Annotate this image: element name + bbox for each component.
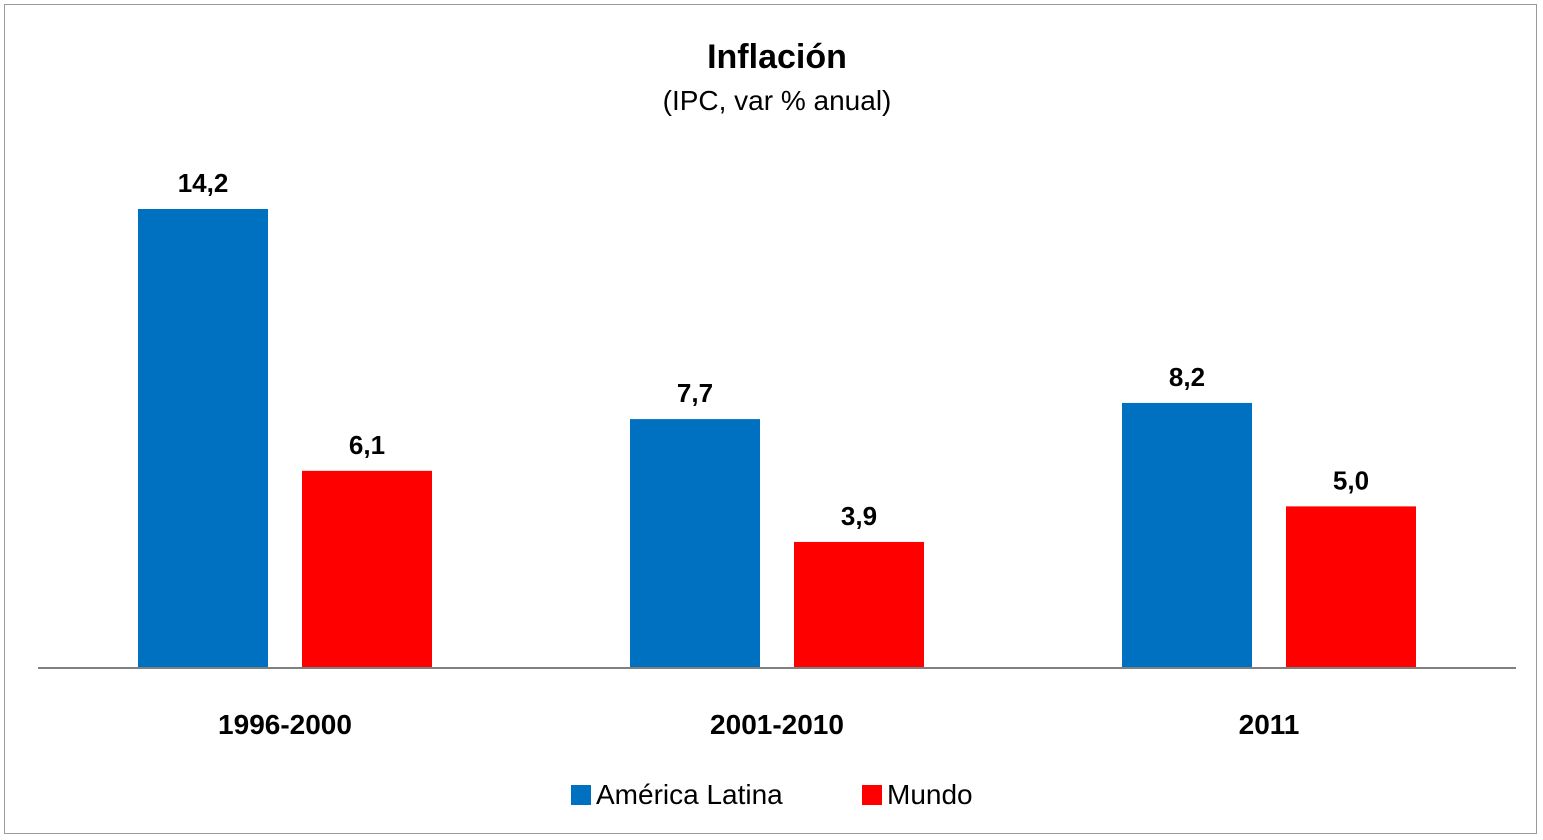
chart-subtitle: (IPC, var % anual) <box>663 85 892 116</box>
bar-mundo-1996-2000 <box>302 470 432 668</box>
bar-america-latina-1996-2000 <box>138 209 268 668</box>
legend-label-mundo: Mundo <box>887 779 973 810</box>
legend: América Latina Mundo <box>571 779 973 810</box>
bars-group: 14,2 6,1 7,7 3,9 8,2 5,0 <box>138 168 1416 668</box>
x-tick-label-2001-2010: 2001-2010 <box>710 709 844 740</box>
data-label-mundo-2001-2010: 3,9 <box>841 501 877 531</box>
legend-swatch-america-latina <box>571 785 591 805</box>
chart-title: Inflación <box>707 38 847 76</box>
bar-mundo-2001-2010 <box>794 541 924 668</box>
x-axis-labels: 1996-2000 2001-2010 2011 <box>218 709 1299 740</box>
legend-label-america-latina: América Latina <box>596 779 783 810</box>
bar-america-latina-2011 <box>1122 402 1252 668</box>
x-tick-label-2011: 2011 <box>1239 709 1300 740</box>
x-tick-label-1996-2000: 1996-2000 <box>218 709 352 740</box>
bar-america-latina-2001-2010 <box>630 419 760 668</box>
bar-mundo-2011 <box>1286 506 1416 668</box>
data-label-america-latina-2011: 8,2 <box>1169 362 1205 392</box>
data-label-mundo-2011: 5,0 <box>1333 465 1369 495</box>
data-label-america-latina-2001-2010: 7,7 <box>677 378 713 408</box>
legend-swatch-mundo <box>862 785 882 805</box>
data-label-mundo-1996-2000: 6,1 <box>349 430 385 460</box>
data-label-america-latina-1996-2000: 14,2 <box>178 168 229 198</box>
